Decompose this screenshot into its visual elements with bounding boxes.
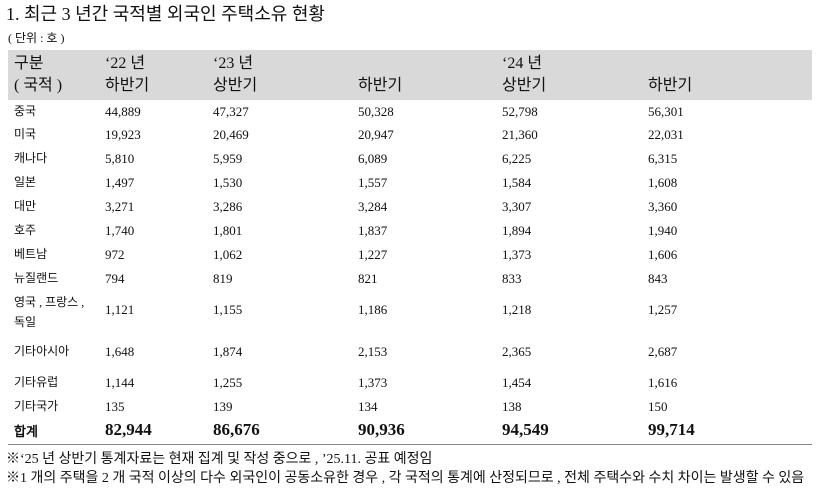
header-year: ‘22 년 [105,55,146,72]
cell: 2,153 [358,344,388,359]
cell: 56,301 [648,104,684,119]
note: ※‘25 년 상반기 통계자료는 현재 집계 및 작성 중으로 , ’25.11… [6,452,433,467]
cell: 819 [213,271,233,286]
row-label: 미국 [14,127,37,141]
cell: 5,959 [213,151,243,166]
header-half: 상반기 [213,77,258,94]
title: 1. 최근 3 년간 국적별 외국인 주택소유 현황 [6,4,325,24]
cell: 6,089 [358,151,388,166]
cell: 1,186 [358,302,388,317]
cell: 1,155 [213,302,243,317]
cell: 50,328 [358,104,394,119]
cell: 843 [648,271,668,286]
cell: 1,648 [105,344,135,359]
cell: 1,062 [213,247,243,262]
row-label: 대만 [14,199,37,213]
cell: 3,286 [213,199,243,214]
row-label: 호주 [14,223,37,237]
cell: 1,530 [213,175,243,190]
cell: 794 [105,271,125,286]
row-label: 중국 [14,104,37,118]
cell: 3,307 [502,199,532,214]
cell: 22,031 [648,127,684,142]
row-label: 베트남 [14,247,48,261]
cell: 1,121 [105,302,135,317]
total-cell: 90,936 [358,420,405,439]
cell: 1,940 [648,223,678,238]
cell: 821 [358,271,378,286]
header-year: ‘24 년 [502,55,543,72]
header-half: 하반기 [105,77,150,94]
cell: 52,798 [502,104,538,119]
cell: 20,469 [213,127,249,142]
cell: 135 [105,399,125,414]
cell: 1,740 [105,223,135,238]
row-label: 기타유럽 [14,375,59,389]
cell: 6,225 [502,151,532,166]
cell: 44,889 [105,104,141,119]
cell: 21,360 [502,127,538,142]
cell: 20,947 [358,127,394,142]
row-label: 뉴질랜드 [14,271,59,285]
total-label: 합계 [14,424,38,439]
cell: 1,894 [502,223,532,238]
cell: 150 [648,399,668,414]
cell: 1,255 [213,375,243,390]
header-category: 구분 [14,55,44,72]
row-label: 일본 [14,175,37,189]
header-year: ‘23 년 [213,55,254,72]
cell: 134 [358,399,378,414]
cell: 1,837 [358,223,388,238]
cell: 1,257 [648,302,678,317]
cell: 1,616 [648,375,678,390]
header-background [8,50,812,100]
total-cell: 82,944 [105,420,152,439]
cell: 1,557 [358,175,388,190]
cell: 1,606 [648,247,678,262]
cell: 1,801 [213,223,243,238]
cell: 1,874 [213,344,243,359]
cell: 5,810 [105,151,135,166]
cell: 3,360 [648,199,678,214]
row-label: 기타아시아 [14,344,70,358]
header-half: 하반기 [648,77,693,94]
cell: 2,687 [648,344,678,359]
total-cell: 99,714 [648,420,695,439]
note: ※1 개의 주택을 2 개 국적 이상의 다수 외국인이 공동소유한 경우 , … [6,471,805,486]
cell: 1,144 [105,375,135,390]
total-cell: 86,676 [213,420,260,439]
cell: 1,608 [648,175,678,190]
unit: ( 단위 : 호 ) [8,31,65,45]
cell: 6,315 [648,151,678,166]
cell: 47,327 [213,104,249,119]
cell: 139 [213,399,233,414]
row-label: 영국 , 프랑스 , 독일 [14,295,85,329]
row-label: 캐나다 [14,151,48,165]
total-cell: 94,549 [502,420,549,439]
cell: 3,284 [358,199,388,214]
cell: 138 [502,399,522,414]
cell: 833 [502,271,522,286]
table-bottom-rule [8,444,812,445]
cell: 1,373 [502,247,532,262]
cell: 3,271 [105,199,135,214]
cell: 1,584 [502,175,532,190]
cell: 1,227 [358,247,388,262]
cell: 1,497 [105,175,135,190]
cell: 19,923 [105,127,141,142]
cell: 1,218 [502,302,532,317]
cell: 2,365 [502,344,532,359]
header-category: ( 국적 ) [14,77,63,94]
cell: 1,454 [502,375,532,390]
header-half: 상반기 [502,77,547,94]
header-half: 하반기 [358,77,403,94]
cell: 972 [105,247,125,262]
row-label: 기타국가 [14,399,59,413]
cell: 1,373 [358,375,388,390]
